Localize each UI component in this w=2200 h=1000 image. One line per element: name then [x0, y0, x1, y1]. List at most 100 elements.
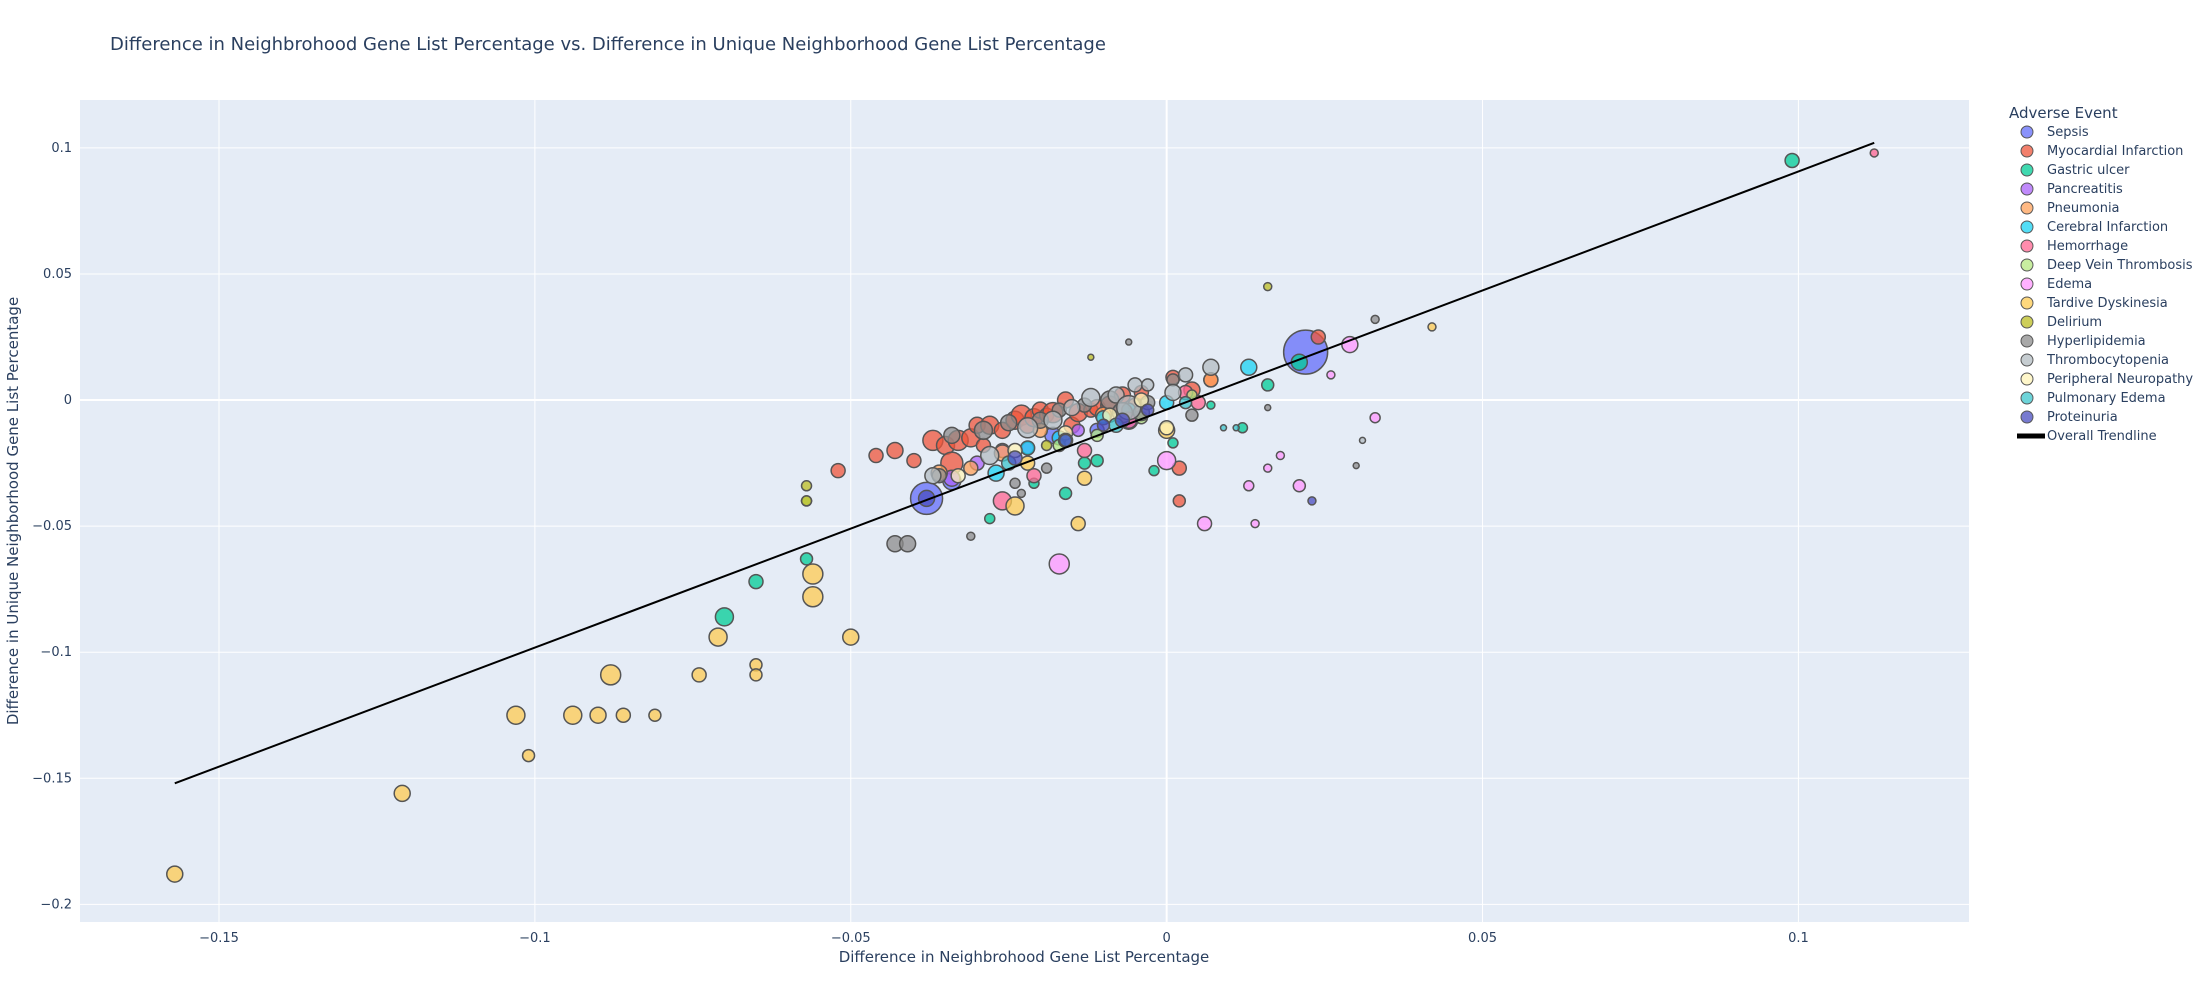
- series-thrombocytopenia: [924, 358, 1367, 485]
- data-point: [1016, 417, 1039, 439]
- data-point: [1009, 477, 1021, 490]
- legend-item[interactable]: Edema: [2020, 277, 2092, 292]
- data-point: [615, 707, 632, 723]
- legend-item[interactable]: Cerebral Infarction: [2020, 220, 2168, 235]
- data-point: [1341, 335, 1359, 354]
- legend-marker: [2020, 372, 2034, 386]
- y-axis-title: Difference in Unique Neighborhood Gene L…: [4, 297, 22, 725]
- data-point: [999, 413, 1018, 432]
- legend-marker: [2020, 182, 2034, 196]
- x-tick-label: 0: [1163, 931, 1171, 946]
- legend-label: Proteinuria: [2047, 410, 2118, 425]
- data-point: [1260, 378, 1275, 392]
- data-point: [506, 705, 526, 725]
- legend-item[interactable]: Deep Vein Thrombosis: [2020, 258, 2193, 273]
- data-point: [1058, 433, 1073, 448]
- data-point: [1048, 553, 1070, 575]
- legend-item[interactable]: Pneumonia: [2020, 201, 2120, 216]
- legend-item[interactable]: Pulmonary Edema: [2020, 391, 2166, 406]
- data-point: [1087, 353, 1095, 361]
- data-point: [1026, 467, 1042, 484]
- legend-item[interactable]: Tardive Dyskinesia: [2020, 296, 2168, 311]
- legend-marker: [2020, 353, 2034, 367]
- legend-marker: [2020, 239, 2034, 253]
- legend-item[interactable]: Delirium: [2020, 315, 2102, 330]
- data-point: [1076, 442, 1093, 459]
- data-point: [1164, 383, 1182, 402]
- x-tick-label: 0.05: [1468, 931, 1497, 946]
- legend-marker: [2020, 296, 2034, 310]
- grid-lines: [80, 100, 1969, 922]
- data-point: [1185, 408, 1199, 422]
- y-axis-ticks: −0.2 −0.15 −0.1 −0.05 0 0.05 0.1: [32, 141, 72, 912]
- legend-marker: [2020, 163, 2034, 177]
- data-point: [1133, 392, 1150, 408]
- data-point: [1352, 461, 1360, 470]
- y-tick-label: 0.05: [43, 267, 72, 282]
- legend-item[interactable]: Proteinuria: [2020, 410, 2118, 425]
- data-point: [1148, 464, 1160, 477]
- data-point: [1196, 515, 1213, 532]
- data-point: [1040, 439, 1053, 452]
- data-point: [800, 480, 813, 492]
- legend-marker: [2020, 391, 2034, 405]
- legend-item[interactable]: Pancreatitis: [2020, 182, 2123, 197]
- data-point: [691, 667, 707, 683]
- data-point: [563, 705, 583, 725]
- data-point: [1369, 411, 1381, 424]
- data-point: [1206, 400, 1216, 410]
- legend-label: Peripheral Neuropathy: [2047, 372, 2193, 387]
- data-point: [1096, 418, 1111, 433]
- data-point: [1307, 496, 1317, 506]
- legend-label: Myocardial Infarction: [2047, 144, 2183, 159]
- data-point: [1262, 463, 1273, 473]
- data-point: [1275, 450, 1286, 461]
- legend-item[interactable]: Thrombocytopenia: [2020, 353, 2169, 368]
- data-point: [1140, 378, 1155, 392]
- legend-label: Pulmonary Edema: [2047, 391, 2166, 406]
- legend-label: Hyperlipidemia: [2047, 334, 2146, 349]
- data-point: [868, 447, 884, 464]
- series-edema: [1048, 335, 1381, 575]
- data-point: [1784, 152, 1800, 169]
- legend-item[interactable]: Peripheral Neuropathy: [2020, 372, 2193, 387]
- data-point: [1007, 450, 1023, 466]
- data-point: [1172, 494, 1187, 508]
- data-point: [898, 535, 917, 553]
- x-tick-label: −0.1: [519, 931, 551, 946]
- data-point: [599, 664, 622, 686]
- x-tick-label: −0.05: [831, 931, 871, 946]
- data-point: [842, 628, 860, 646]
- data-point: [1219, 424, 1228, 432]
- data-point: [1076, 470, 1093, 486]
- legend-label: Hemorrhage: [2047, 239, 2128, 254]
- data-point: [1124, 338, 1133, 346]
- legend-item[interactable]: Myocardial Infarction: [2020, 144, 2183, 159]
- y-tick-label: −0.1: [40, 645, 72, 660]
- data-point: [943, 426, 961, 445]
- data-point: [1869, 148, 1879, 158]
- legend-item[interactable]: Hemorrhage: [2020, 239, 2128, 254]
- data-point: [1090, 453, 1104, 468]
- data-point: [1262, 281, 1273, 292]
- legend-marker: [2020, 315, 2034, 329]
- legend-item[interactable]: Gastric ulcer: [2020, 163, 2130, 178]
- data-point: [1310, 329, 1327, 345]
- legend-title: Adverse Event: [2009, 104, 2118, 122]
- legend-label: Tardive Dyskinesia: [2046, 296, 2168, 311]
- legend-marker: [2020, 410, 2034, 424]
- legend-marker: [2020, 334, 2034, 348]
- legend-item[interactable]: Hyperlipidemia: [2020, 334, 2146, 349]
- data-point: [708, 627, 728, 647]
- legend-item[interactable]: Sepsis: [2020, 125, 2089, 140]
- data-point: [1232, 424, 1240, 432]
- data-point: [393, 784, 411, 803]
- data-point: [1071, 423, 1085, 438]
- legend-marker: [2020, 220, 2034, 234]
- y-tick-label: −0.05: [32, 519, 72, 534]
- data-point: [906, 452, 922, 469]
- legend-item-trendline[interactable]: Overall Trendline: [2017, 429, 2157, 444]
- data-point: [1081, 387, 1101, 408]
- data-point: [1167, 437, 1179, 449]
